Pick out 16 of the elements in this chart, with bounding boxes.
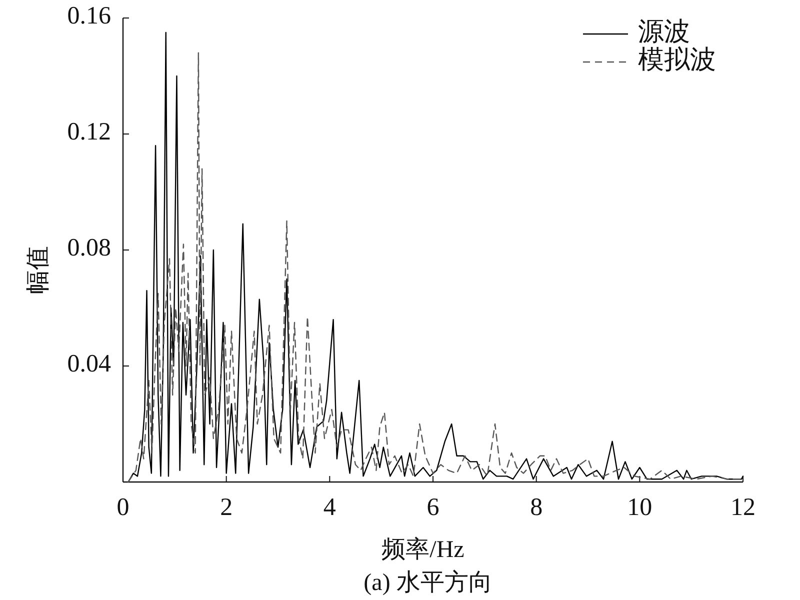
y-tick-label: 0.08 — [67, 234, 111, 262]
y-tick-label: 0.16 — [67, 2, 111, 30]
x-tick-label: 8 — [530, 494, 543, 521]
x-tick-label: 4 — [323, 494, 336, 521]
x-tick-label: 12 — [730, 494, 756, 521]
x-tick-label: 6 — [426, 494, 440, 521]
x-tick-label: 0 — [116, 494, 130, 521]
legend-label: 源波 — [638, 16, 690, 46]
legend-label: 模拟波 — [638, 44, 716, 74]
x-axis-title: 频率/Hz — [382, 536, 464, 563]
x-tick-label: 10 — [627, 494, 652, 521]
text: (a) 水平方向 — [364, 569, 492, 596]
y-tick-label: 0.12 — [67, 118, 111, 146]
x-tick-label: 2 — [220, 494, 233, 521]
y-tick-label: 0.04 — [67, 350, 112, 378]
y-axis-title: 幅值 — [26, 246, 52, 294]
